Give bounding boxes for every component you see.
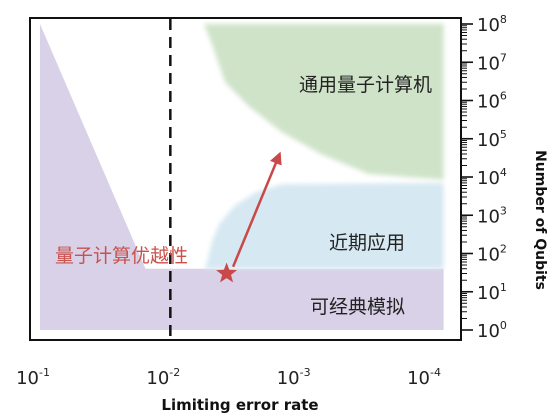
region-label-3: 通用量子计算机 [299, 74, 432, 96]
x-tick-label: 10-1 [16, 366, 50, 389]
x-tick-label: 10-4 [407, 366, 441, 389]
plot-area [30, 18, 461, 340]
star-marker [216, 262, 238, 283]
region-label-2: 近期应用 [329, 232, 405, 254]
y-axis-title: Number of Qubits [532, 150, 548, 290]
y-tick-label: 108 [477, 13, 507, 36]
y-tick-label: 105 [477, 128, 507, 151]
x-tick-label: 10-3 [277, 366, 311, 389]
region-label-1: 可经典模拟 [310, 296, 405, 318]
y-tick-label: 101 [477, 281, 507, 304]
y-tick-label: 107 [477, 51, 507, 74]
y-tick-label: 103 [477, 204, 507, 227]
region-2 [204, 182, 444, 269]
y-tick-label: 106 [477, 90, 507, 113]
y-axis: 108 107 106 105 104 103 102 101 100 [461, 13, 507, 342]
x-axis: 10-1 10-2 10-3 10-4 [16, 366, 441, 389]
label-quantum-supremacy: 量子计算优越性 [55, 245, 188, 267]
region-3 [204, 24, 444, 180]
x-axis-title: Limiting error rate [161, 396, 318, 414]
arrow [231, 151, 282, 268]
x-tick-label: 10-2 [146, 366, 180, 389]
region-1 [40, 24, 444, 330]
y-tick-label: 102 [477, 243, 507, 266]
y-tick-label: 104 [477, 166, 507, 189]
y-tick-label: 100 [477, 319, 507, 342]
